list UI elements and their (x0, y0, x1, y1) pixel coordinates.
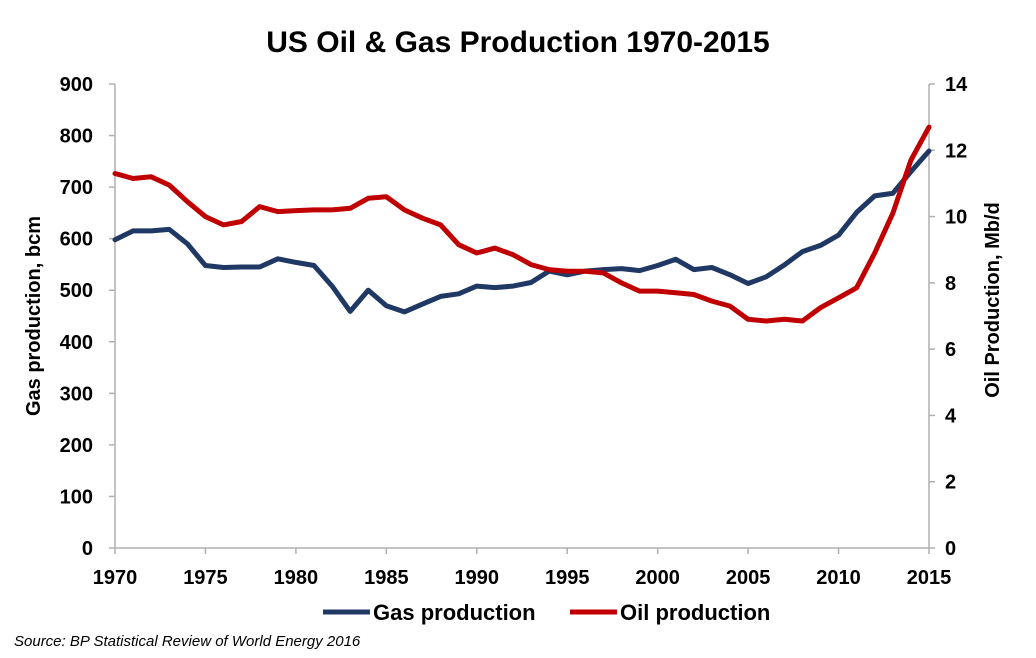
right-tick-label: 8 (945, 273, 956, 295)
x-tick-label: 2005 (726, 567, 771, 589)
x-tick-label: 1985 (364, 567, 409, 589)
right-tick-label: 14 (945, 74, 968, 96)
left-tick-label: 500 (60, 280, 93, 302)
oil-production-line (112, 124, 932, 324)
legend-label-gas: Gas production (373, 600, 536, 625)
legend-label-oil: Oil production (620, 600, 770, 625)
right-axis-label: Oil Production, Mb/d (982, 202, 1004, 398)
left-tick-label: 800 (60, 126, 93, 148)
right-tick-label: 10 (945, 207, 967, 229)
legend: Gas production Oil production (323, 600, 770, 625)
left-axis-label: Gas production, bcm (23, 216, 45, 416)
right-axis-ticks: 0 2 4 6 8 10 12 14 (929, 74, 968, 560)
x-axis-ticks: 1970 1975 1980 1985 1990 1995 2000 2005 2010 2015 (93, 548, 952, 589)
left-tick-label: 0 (82, 538, 93, 560)
right-tick-label: 0 (945, 538, 956, 560)
left-tick-label: 200 (60, 435, 93, 457)
x-tick-label: 1980 (274, 567, 319, 589)
x-tick-label: 1995 (545, 567, 590, 589)
right-tick-label: 12 (945, 140, 967, 162)
left-tick-label: 300 (60, 383, 93, 405)
series-lines (112, 124, 932, 324)
x-tick-label: 2010 (816, 567, 861, 589)
right-tick-label: 4 (945, 405, 957, 427)
left-tick-label: 100 (60, 486, 93, 508)
x-tick-label: 2015 (907, 567, 952, 589)
x-tick-label: 1990 (455, 567, 500, 589)
left-tick-label: 900 (60, 74, 93, 96)
left-tick-label: 600 (60, 229, 93, 251)
source-note: Source: BP Statistical Review of World E… (14, 633, 361, 650)
gas-production-line (112, 148, 932, 315)
chart-title: US Oil & Gas Production 1970-2015 (266, 26, 770, 59)
right-tick-label: 2 (945, 472, 956, 494)
left-tick-label: 400 (60, 332, 93, 354)
right-tick-label: 6 (945, 339, 956, 361)
x-tick-label: 1975 (183, 567, 228, 589)
x-tick-label: 1970 (93, 567, 138, 589)
left-tick-label: 700 (60, 177, 93, 199)
x-tick-label: 2000 (635, 567, 680, 589)
left-axis-ticks: 0 100 200 300 400 500 600 700 800 900 (60, 74, 115, 560)
